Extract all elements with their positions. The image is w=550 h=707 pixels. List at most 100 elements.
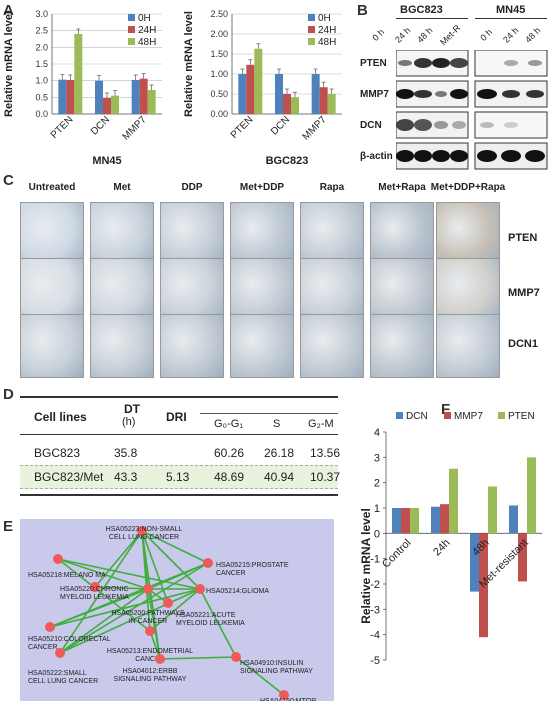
lane-label: 24 h (393, 25, 413, 45)
lane-label: 0 h (370, 27, 387, 43)
x-tick-label: PTEN (49, 114, 76, 141)
network-node (143, 584, 153, 594)
pathway-network: HSA05223:NON-SMALL CELL LUNG CANCERHSA052… (20, 519, 334, 701)
ihc-column-label: Met+Rapa (378, 182, 426, 193)
blot-band (477, 89, 497, 99)
legend-swatch (396, 412, 403, 419)
network-edge (141, 530, 169, 604)
lane-label: 48 h (523, 25, 543, 45)
y-tick-label: 0.00 (210, 109, 228, 119)
ihc-image (300, 314, 364, 378)
lane-label: 24 h (501, 25, 521, 45)
network-node (90, 582, 100, 592)
network-node-label-line: CANCER (28, 644, 58, 651)
blot-band (396, 150, 414, 162)
bar (319, 87, 328, 114)
blot-band (528, 60, 542, 66)
ihc-image (230, 258, 294, 322)
bar (95, 80, 103, 114)
network-node-label: HSA04910:INSULIN SIGNALING PATHWAY (240, 660, 313, 675)
panel-letter-e: E (3, 518, 14, 535)
table-cell: 10.37 (310, 470, 341, 484)
y-tick-label: 0.50 (210, 89, 228, 99)
ihc-panel: Untreated Met DDP Met+DDP Rapa Met+Rapa Met+DD… (0, 172, 550, 382)
network-edge (57, 558, 149, 590)
blot-band (396, 119, 414, 131)
network-node-label-line: HSA05213:ENDOMETRIAL (107, 648, 193, 655)
network-edge (141, 530, 209, 564)
chart-a-bgc823: 0.00 0.50 1.00 1.50 2.00 2.50 PTEN DCN MMP7 Relat… (183, 9, 342, 167)
blot-band (414, 119, 432, 131)
network-edge (59, 588, 201, 654)
ihc-column-label: Untreated (28, 182, 76, 193)
th-dt: DT (124, 402, 140, 416)
western-blot-panel: BGC823 MN45 0 h 24 h 48 h Met-R 0 h 24 h… (360, 0, 550, 172)
y-tick-label: 1.50 (210, 49, 228, 59)
network-node-label: HSA05213:ENDOMETRIAL CANCER (107, 648, 193, 663)
x-tick-label: PTEN (229, 114, 256, 141)
network-edge (141, 530, 151, 632)
ihc-image (230, 202, 294, 266)
legend-label: PTEN (508, 411, 535, 422)
table-cell: 13.56 (310, 446, 341, 460)
blot-band (480, 122, 494, 128)
chart-title: MN45 (92, 155, 121, 167)
table-cell: 43.3 (114, 470, 138, 484)
ihc-column-label: Met+DDP+Rapa (430, 182, 506, 193)
bar (449, 468, 458, 534)
ihc-image (436, 202, 500, 266)
network-node-label-line: HSA04012:ERBB (123, 668, 178, 675)
blot-row-mmp7: MMP7 (360, 89, 389, 100)
table-cell: 60.26 (214, 446, 245, 460)
network-node-label-line: HSA05220:CHRONIC (60, 586, 128, 593)
network-node-label: HSA04012:ERBB SIGNALING PATHWAY (114, 668, 187, 683)
legend-swatch (308, 26, 315, 33)
table-rule-bottom (20, 494, 338, 496)
network-node (203, 558, 213, 568)
table-rule-head (20, 434, 338, 435)
th-dri: DRI (166, 410, 187, 424)
bar (254, 48, 263, 114)
y-tick-label: 2 (374, 478, 380, 490)
bar (139, 78, 148, 114)
blot-band (434, 121, 448, 129)
bar (327, 94, 336, 114)
ihc-image (20, 314, 84, 378)
network-node-label-line: CANCER (135, 656, 165, 663)
th-g0g1: G₀-G₁ (214, 418, 244, 430)
table-rule-sub (200, 413, 338, 414)
network-node-label-line: CANCER (216, 570, 246, 577)
network-edge (94, 586, 149, 590)
network-node-label-line: HSA05215:PROSTATE (216, 562, 289, 569)
y-tick-label: -4 (370, 630, 380, 642)
bar (246, 64, 255, 114)
legend-swatch (128, 26, 135, 33)
ihc-image (436, 258, 500, 322)
table-cell: 35.8 (114, 446, 138, 460)
blot-band (414, 90, 432, 98)
blot-band (398, 60, 412, 66)
y-tick-label: -5 (370, 655, 380, 667)
network-edge (59, 588, 149, 654)
table-cell: 5.13 (166, 470, 190, 484)
network-node-label: HSA05218:MELANO MA (28, 572, 106, 579)
y-tick-label: 0.0 (35, 109, 48, 119)
lane-label: 48 h (415, 25, 435, 45)
network-node (137, 526, 147, 536)
network-edge (159, 656, 237, 660)
legend-label: 48H (138, 37, 156, 48)
network-node-label-line: HSA05222:SMALL (28, 670, 87, 677)
lane-label: 0 h (478, 27, 495, 43)
blot-band (432, 150, 450, 162)
blot-band (435, 91, 447, 97)
blot-band (396, 89, 414, 99)
blot-images (396, 50, 548, 170)
x-tick-label: 24h (431, 537, 452, 558)
network-node-label-line: CELL LUNG CANCER (28, 678, 98, 685)
network-node-label-line: MYELOID LEUKEMIA (176, 620, 245, 627)
x-tick-label: DCN (89, 114, 112, 137)
table-rule-top (20, 396, 338, 398)
legend-label: MMP7 (454, 411, 483, 422)
network-background (20, 519, 334, 701)
panel-letter-b: B (357, 2, 368, 19)
